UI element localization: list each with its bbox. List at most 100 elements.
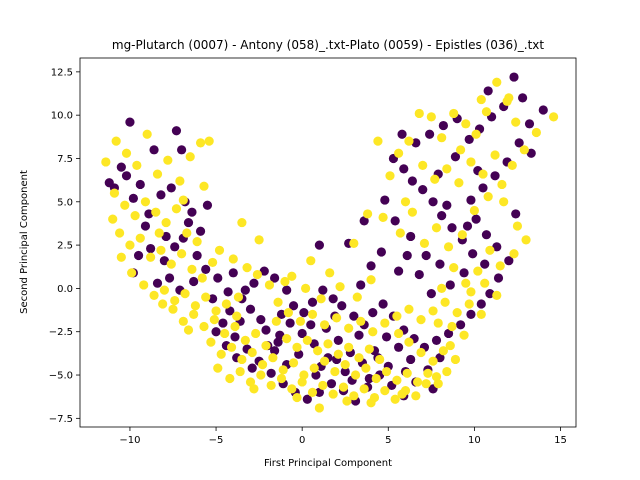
data-point: [423, 368, 433, 378]
data-point: [242, 263, 252, 273]
data-point: [390, 394, 400, 404]
data-point: [385, 171, 395, 181]
data-point: [400, 197, 411, 207]
data-point: [332, 313, 342, 323]
y-axis-label: Second Principal Component: [19, 170, 30, 314]
data-point: [354, 353, 364, 363]
data-point: [421, 250, 431, 261]
data-point: [342, 396, 352, 406]
data-point: [340, 360, 350, 370]
data-point: [397, 129, 407, 139]
data-point: [295, 316, 306, 326]
data-point: [361, 363, 371, 373]
data-point: [309, 339, 319, 349]
data-point: [245, 304, 256, 314]
data-point: [268, 353, 278, 363]
data-point: [230, 321, 240, 332]
data-point: [171, 204, 182, 214]
data-point: [492, 77, 502, 87]
data-point: [481, 107, 492, 117]
data-point: [366, 275, 376, 285]
data-point: [456, 145, 466, 155]
data-point: [512, 221, 523, 231]
data-point: [378, 299, 388, 309]
data-point: [338, 382, 349, 392]
data-point: [316, 294, 326, 304]
data-point: [442, 366, 452, 377]
plot-frame: [79, 57, 577, 428]
data-point: [213, 363, 223, 373]
data-point: [402, 250, 412, 261]
data-point: [151, 207, 161, 217]
data-point: [163, 155, 173, 165]
data-point: [407, 176, 417, 186]
data-point: [425, 129, 435, 139]
data-point: [466, 157, 476, 167]
x-axis: −10 −5 0 5 10 15: [119, 427, 567, 446]
data-point: [240, 285, 250, 295]
data-point: [156, 245, 166, 255]
data-point: [249, 278, 259, 288]
data-point: [125, 240, 135, 250]
data-point: [183, 325, 194, 335]
data-point: [237, 354, 247, 365]
data-point: [471, 129, 481, 139]
data-point: [371, 373, 381, 384]
data-point: [493, 273, 504, 283]
data-point: [490, 150, 500, 160]
data-point: [135, 233, 145, 243]
data-point: [132, 160, 142, 171]
data-point: [249, 384, 259, 394]
data-point: [404, 337, 414, 347]
data-point: [223, 287, 233, 297]
data-point: [412, 377, 423, 387]
data-point: [435, 353, 445, 363]
data-point: [490, 171, 500, 181]
data-point: [452, 308, 462, 318]
data-point: [233, 292, 244, 302]
data-point: [404, 136, 414, 146]
data-point: [392, 375, 402, 385]
data-point: [354, 330, 364, 340]
data-point: [447, 321, 457, 332]
data-point: [459, 268, 469, 278]
data-point: [273, 297, 283, 307]
data-point: [206, 337, 216, 347]
data-point: [228, 268, 238, 278]
data-point: [394, 328, 404, 339]
x-tick-label: −10: [119, 435, 140, 446]
data-point: [232, 311, 242, 321]
data-point: [492, 242, 502, 252]
chart-title: mg-Plutarch (0007) - Antony (058)_.txt-P…: [112, 38, 545, 52]
data-point: [314, 387, 324, 397]
data-point: [473, 266, 483, 276]
data-point: [466, 195, 476, 205]
data-point: [261, 325, 271, 335]
data-point: [261, 340, 271, 351]
data-point: [189, 276, 199, 287]
data-point: [201, 292, 211, 302]
data-point: [225, 373, 235, 384]
data-point: [481, 230, 492, 240]
data-point: [450, 354, 461, 365]
data-point: [443, 242, 454, 252]
data-point: [297, 377, 307, 387]
data-point: [394, 342, 404, 352]
x-axis-label: First Principal Component: [264, 458, 392, 469]
data-point: [213, 273, 223, 283]
y-tick-label: −5.0: [49, 371, 73, 382]
data-point: [120, 200, 130, 210]
data-point: [297, 328, 307, 339]
data-point: [549, 112, 559, 122]
data-point: [266, 368, 276, 378]
data-point: [302, 394, 312, 404]
data-point: [307, 297, 318, 307]
data-point: [376, 247, 386, 257]
data-point: [419, 238, 430, 248]
data-point: [514, 138, 524, 148]
data-point: [461, 119, 471, 129]
data-point: [350, 370, 361, 380]
data-point: [499, 197, 509, 207]
data-point: [276, 373, 287, 384]
data-point: [177, 145, 187, 155]
